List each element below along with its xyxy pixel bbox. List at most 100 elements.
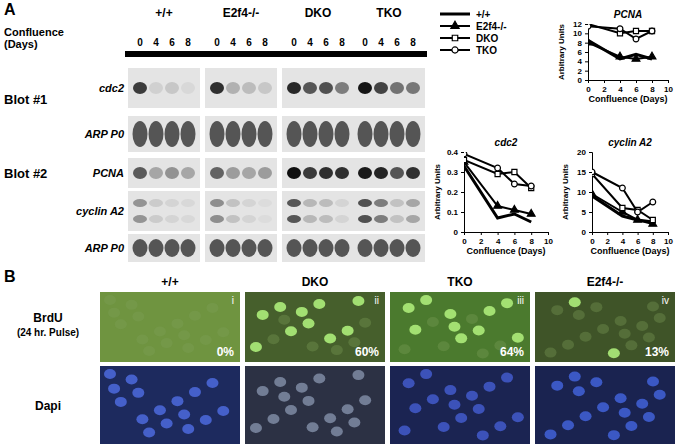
band	[165, 167, 179, 179]
row-label: BrdU	[33, 311, 62, 325]
nucleus	[171, 396, 183, 406]
blot-background	[282, 116, 354, 152]
y-axis: 024681012	[573, 20, 588, 85]
band	[390, 199, 404, 207]
nucleus	[250, 423, 262, 433]
loading-band	[406, 239, 421, 257]
band	[319, 199, 333, 207]
tick-label: 6	[636, 237, 641, 246]
tick-mark	[498, 232, 499, 235]
loading-band	[303, 239, 318, 257]
marker	[649, 28, 655, 34]
tick: 8	[578, 39, 588, 48]
tick: 15	[577, 168, 592, 177]
nucleus	[477, 430, 489, 440]
tick-mark	[461, 232, 464, 233]
band	[335, 199, 349, 207]
tick: 5	[582, 208, 592, 217]
column-header: +/+	[161, 275, 178, 289]
column-header: E2f4-/-	[587, 275, 624, 289]
tick: 10	[544, 232, 553, 246]
marker	[494, 202, 502, 209]
tick: 2	[602, 80, 607, 94]
legend-entry: DKO	[476, 33, 498, 44]
day-label: 4	[153, 37, 159, 48]
tick-mark	[589, 212, 592, 213]
tick: 4	[621, 232, 626, 246]
tick: 4	[578, 57, 588, 66]
tick-label: 5	[582, 208, 587, 217]
nucleus	[250, 342, 262, 352]
column-header: DKO	[302, 275, 329, 289]
nucleus	[217, 327, 229, 337]
nucleus	[324, 334, 336, 344]
tick-label: 4	[496, 237, 501, 246]
nucleus	[359, 395, 371, 405]
chart-title: PCNA	[614, 9, 642, 20]
band	[242, 215, 256, 223]
marker	[649, 28, 654, 33]
axis-title: Arbitrary Units	[557, 23, 566, 80]
genotype-header: TKO	[376, 6, 401, 20]
marker	[620, 205, 625, 210]
nucleus	[477, 348, 489, 358]
band	[133, 82, 147, 94]
loading-band	[149, 121, 164, 147]
loading-band	[133, 239, 148, 257]
nucleus	[206, 303, 218, 313]
tick: 4	[618, 80, 623, 94]
blot-background	[205, 191, 277, 231]
band	[358, 167, 372, 179]
blot-row-label: PCNA	[93, 167, 124, 179]
tick: 20	[577, 148, 592, 157]
day-label: 6	[169, 37, 175, 48]
tick-label: 6	[634, 85, 639, 94]
nucleus	[615, 316, 627, 326]
panel-label: A	[4, 1, 16, 18]
nucleus	[619, 329, 631, 339]
chart-title: cyclin A2	[608, 137, 652, 148]
nucleus	[352, 296, 364, 306]
tick-label: 0	[462, 237, 467, 246]
axis-title: Arbitrary Units	[433, 163, 442, 220]
nucleus	[313, 299, 325, 309]
band	[390, 167, 404, 179]
y-axis: 00.10.20.30.4	[447, 148, 465, 237]
nucleus	[444, 385, 456, 395]
band	[287, 167, 301, 179]
tick: 2	[479, 232, 484, 246]
tick-label: 0.1	[447, 208, 459, 217]
band	[242, 199, 256, 207]
nucleus	[342, 404, 354, 414]
tick-label: 6	[513, 237, 518, 246]
tick-label: 10	[544, 237, 553, 246]
legend-entry: E2f4-/-	[476, 21, 507, 32]
nucleus	[569, 372, 581, 382]
tick-mark	[585, 24, 588, 25]
band	[165, 199, 179, 207]
tick-label: 10	[577, 188, 586, 197]
tick: 0	[586, 80, 591, 94]
blot-background	[282, 191, 354, 231]
marker	[592, 169, 595, 175]
series-line	[588, 40, 652, 59]
tick-mark	[461, 212, 464, 213]
band	[165, 215, 179, 223]
micrograph	[390, 292, 530, 362]
loading-band	[165, 121, 180, 147]
nucleus	[636, 399, 648, 409]
loading-band	[287, 239, 302, 257]
micrograph	[535, 366, 675, 444]
nucleus	[573, 310, 585, 320]
blot-background	[205, 234, 277, 262]
tick-label: 0.2	[447, 188, 459, 197]
nucleus	[200, 335, 212, 345]
tick-label: 2	[602, 85, 607, 94]
legend-entry: +/+	[476, 9, 491, 20]
tick-label: 10	[664, 237, 673, 246]
nucleus	[206, 378, 218, 388]
nucleus	[331, 345, 343, 355]
legend-marker	[451, 21, 459, 28]
band	[149, 215, 163, 223]
marker	[512, 169, 517, 174]
